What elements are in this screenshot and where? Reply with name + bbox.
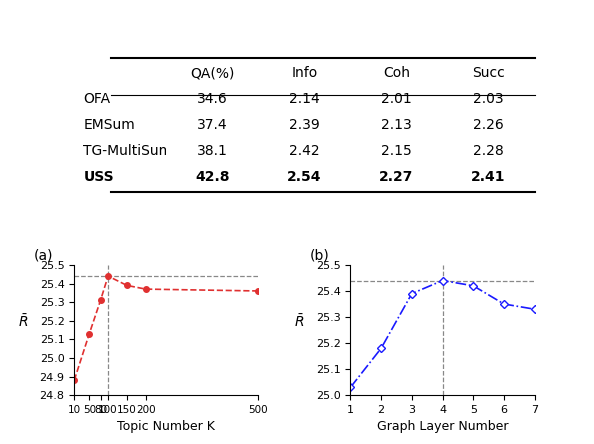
Y-axis label: $\bar{R}$: $\bar{R}$: [294, 313, 304, 330]
X-axis label: Graph Layer Number: Graph Layer Number: [377, 420, 508, 433]
Y-axis label: $\bar{R}$: $\bar{R}$: [18, 313, 28, 330]
X-axis label: Topic Number K: Topic Number K: [118, 420, 215, 433]
Text: (b): (b): [310, 249, 330, 263]
Text: (a): (a): [34, 249, 53, 263]
